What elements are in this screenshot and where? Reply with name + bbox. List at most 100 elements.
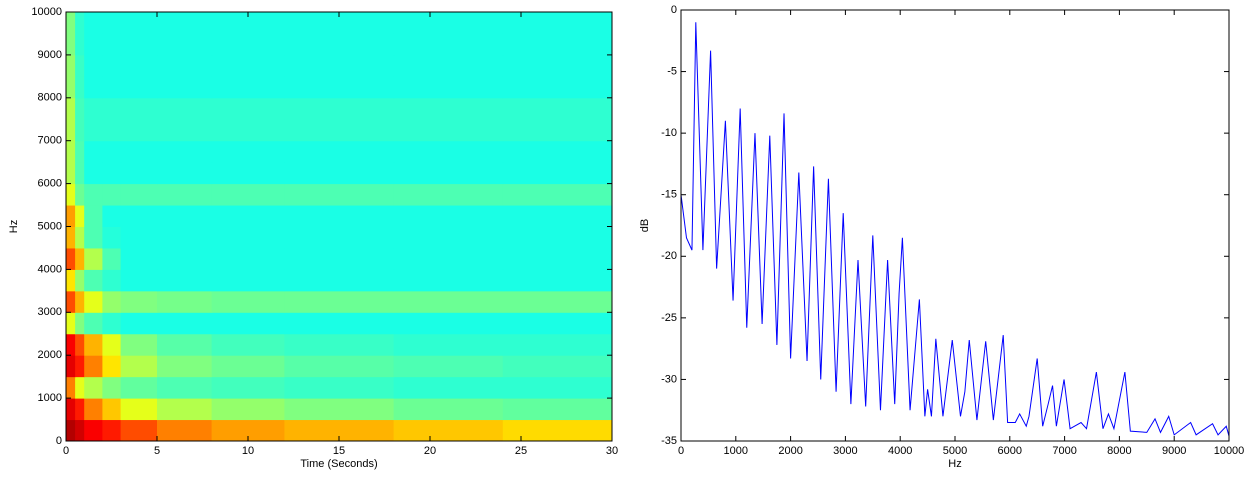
- heatmap-cell: [157, 398, 213, 421]
- heatmap-cell: [102, 398, 122, 421]
- heatmap-cell: [502, 226, 613, 249]
- heatmap-cell: [102, 333, 122, 356]
- heatmap-cell: [75, 376, 85, 399]
- x-tick-label: 15: [333, 445, 345, 457]
- heatmap-cell: [84, 162, 103, 185]
- heatmap-cell: [75, 205, 85, 227]
- heatmap-cell: [157, 12, 213, 34]
- heatmap-cell: [157, 269, 213, 292]
- heatmap-cell: [502, 33, 613, 56]
- y-tick-label: 7000: [38, 135, 62, 147]
- heatmap-cell: [284, 76, 395, 99]
- heatmap-cell: [502, 355, 613, 378]
- y-axis-label: Hz: [8, 220, 20, 233]
- heatmap-cell: [102, 12, 122, 34]
- x-axis-label: Time (Seconds): [300, 458, 377, 470]
- heatmap-cell: [157, 355, 213, 378]
- heatmap-cell: [84, 205, 103, 227]
- x-tick-label: 30: [606, 445, 618, 457]
- heatmap-cell: [66, 162, 76, 185]
- heatmap-cell: [66, 269, 76, 292]
- heatmap-cell: [66, 290, 76, 313]
- heatmap-cell: [157, 162, 213, 185]
- heatmap-cell: [66, 205, 76, 227]
- heatmap-cell: [102, 247, 122, 270]
- y-tick-label: 0: [56, 435, 62, 447]
- heatmap-cell: [211, 333, 285, 356]
- heatmap-cell: [393, 419, 504, 442]
- heatmap-cell: [393, 312, 504, 335]
- heatmap-cell: [157, 183, 213, 206]
- heatmap-cell: [211, 97, 285, 120]
- heatmap-cell: [502, 312, 613, 335]
- heatmap-cell: [284, 119, 395, 142]
- heatmap-cell: [120, 269, 158, 292]
- heatmap-cell: [157, 119, 213, 142]
- heatmap-cell: [393, 398, 504, 421]
- heatmap-cell: [211, 226, 285, 249]
- heatmap-cell: [102, 162, 122, 185]
- heatmap-cell: [120, 376, 158, 399]
- heatmap-cell: [66, 398, 76, 421]
- y-tick-label: -25: [661, 312, 677, 324]
- heatmap-cell: [502, 162, 613, 185]
- y-tick-label: 4000: [38, 263, 62, 275]
- heatmap-cell: [211, 12, 285, 34]
- heatmap-cell: [84, 12, 103, 34]
- heatmap-cell: [502, 183, 613, 206]
- heatmap-cell: [84, 376, 103, 399]
- heatmap-cell: [120, 290, 158, 313]
- y-axis-label: dB: [639, 219, 651, 232]
- x-tick-label: 10: [242, 445, 254, 457]
- heatmap-cell: [84, 398, 103, 421]
- heatmap-cell: [211, 290, 285, 313]
- heatmap-cell: [84, 226, 103, 249]
- heatmap-cell: [66, 12, 76, 34]
- x-axis-label: Hz: [948, 458, 961, 470]
- axes-frame: [680, 9, 1230, 442]
- heatmap-cell: [393, 376, 504, 399]
- heatmap-cell: [66, 312, 76, 335]
- heatmap-cell: [66, 247, 76, 270]
- heatmap-cell: [284, 376, 395, 399]
- heatmap-cell: [502, 333, 613, 356]
- x-tick-label: 25: [515, 445, 527, 457]
- heatmap-cell: [120, 140, 158, 163]
- heatmap-cell: [393, 33, 504, 56]
- heatmap-cell: [84, 54, 103, 77]
- heatmap-cell: [75, 290, 85, 313]
- heatmap-cell: [211, 355, 285, 378]
- heatmap-cell: [75, 398, 85, 421]
- heatmap-cell: [102, 183, 122, 206]
- x-tick-label: 5000: [943, 445, 967, 457]
- x-tick-label: 9000: [1162, 445, 1186, 457]
- heatmap-cell: [393, 290, 504, 313]
- y-tick-label: 6000: [38, 178, 62, 190]
- heatmap-cell: [120, 162, 158, 185]
- heatmap-cell: [75, 76, 85, 99]
- heatmap-cell: [284, 140, 395, 163]
- heatmap-cell: [75, 226, 85, 249]
- heatmap-cell: [75, 247, 85, 270]
- heatmap-cell: [66, 140, 76, 163]
- plot: 0 5 10 15 20 25 30 0 1000 2000 3000 4000 5000 6000 700…: [8, 6, 618, 470]
- spectrum-line: [680, 22, 1230, 437]
- heatmap-cell: [84, 419, 103, 442]
- heatmap-cell: [157, 205, 213, 227]
- x-tick-label: 0: [678, 445, 684, 457]
- heatmap-cell: [284, 97, 395, 120]
- heatmap-cell: [211, 398, 285, 421]
- heatmap-cell: [120, 54, 158, 77]
- heatmap-cell: [284, 54, 395, 77]
- heatmap-cell: [284, 226, 395, 249]
- heatmap-cell: [284, 419, 395, 442]
- heatmap-cell: [84, 247, 103, 270]
- heatmap-cell: [157, 247, 213, 270]
- heatmap-cell: [157, 226, 213, 249]
- x-tick-label: 5: [154, 445, 160, 457]
- y-tick-label: 5000: [38, 220, 62, 232]
- heatmap-cell: [211, 54, 285, 77]
- heatmap-cell: [284, 205, 395, 227]
- heatmap-cell: [120, 97, 158, 120]
